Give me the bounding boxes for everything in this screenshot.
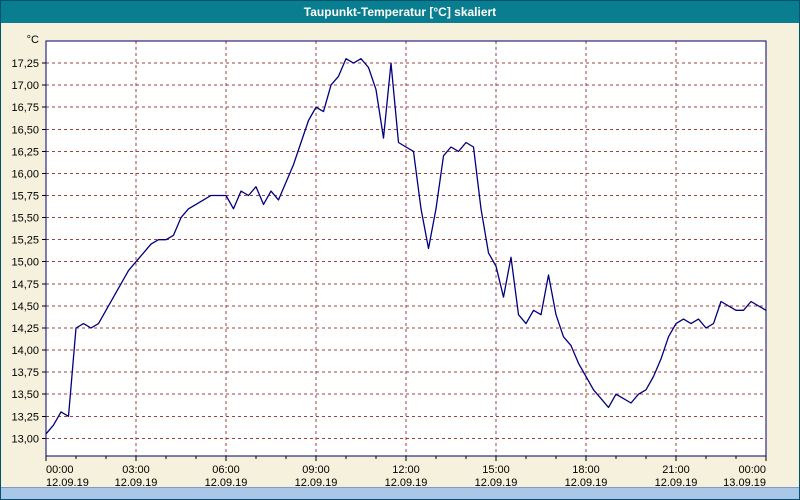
- y-tick-label: 16,00: [11, 168, 39, 180]
- y-axis-unit-label: °C: [27, 34, 39, 46]
- x-tick-date-label: 12.09.19: [295, 477, 338, 487]
- y-tick-label: 16,50: [11, 124, 39, 136]
- x-tick-date-label: 12.09.19: [46, 477, 89, 487]
- horizontal-scrollbar[interactable]: [1, 487, 799, 499]
- y-tick-label: 13,25: [11, 411, 39, 423]
- y-tick-label: 15,00: [11, 257, 39, 269]
- y-tick-label: 16,75: [11, 102, 39, 114]
- x-tick-date-label: 12.09.19: [385, 477, 428, 487]
- y-tick-label: 16,25: [11, 146, 39, 158]
- x-tick-time-label: 03:00: [122, 464, 150, 476]
- x-tick-time-label: 21:00: [662, 464, 690, 476]
- y-tick-label: 13,50: [11, 389, 39, 401]
- y-tick-label: 14,00: [11, 345, 39, 357]
- x-tick-date-label: 12.09.19: [205, 477, 248, 487]
- y-tick-label: 17,25: [11, 58, 39, 70]
- x-tick-time-label: 06:00: [212, 464, 240, 476]
- x-tick-time-label: 09:00: [302, 464, 330, 476]
- x-tick-date-label: 12.09.19: [565, 477, 608, 487]
- title-bar[interactable]: Taupunkt-Temperatur [°C] skaliert: [1, 1, 799, 23]
- x-tick-time-label: 00:00: [738, 464, 766, 476]
- series-line: [45, 58, 767, 435]
- plot-area: [46, 41, 766, 456]
- y-tick-label: 15,75: [11, 191, 39, 203]
- y-tick-label: 14,25: [11, 323, 39, 335]
- y-tick-label: 13,75: [11, 367, 39, 379]
- x-tick-date-label: 13.09.19: [723, 477, 766, 487]
- x-tick-time-label: 00:00: [46, 464, 74, 476]
- y-tick-label: 14,75: [11, 279, 39, 291]
- x-tick-time-label: 15:00: [482, 464, 510, 476]
- chart-title: Taupunkt-Temperatur [°C] skaliert: [303, 5, 497, 19]
- x-tick-date-label: 12.09.19: [115, 477, 158, 487]
- plot-border: [45, 40, 767, 457]
- y-tick-label: 15,50: [11, 213, 39, 225]
- x-tick-time-label: 18:00: [572, 464, 600, 476]
- chart-region: 17,25 17,00 16,75 16,50 16,25 16,00 15,75 15,50…: [1, 23, 799, 487]
- y-tick-label: 14,50: [11, 301, 39, 313]
- y-tick-label: 15,25: [11, 235, 39, 247]
- y-tick-label: 13,00: [11, 433, 39, 445]
- y-tick-label: 17,00: [11, 80, 39, 92]
- x-tick-date-label: 12.09.19: [475, 477, 518, 487]
- x-tick-time-label: 12:00: [392, 464, 420, 476]
- x-tick-date-label: 12.09.19: [655, 477, 698, 487]
- chart-canvas: 17,25 17,00 16,75 16,50 16,25 16,00 15,75 15,50…: [11, 34, 767, 487]
